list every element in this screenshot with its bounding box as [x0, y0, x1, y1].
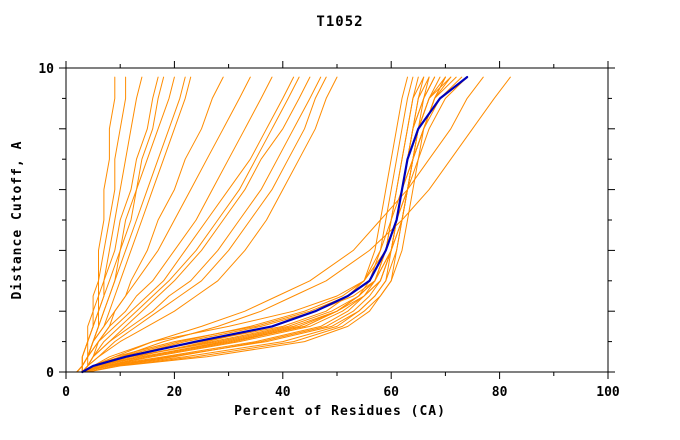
chart-title: T1052	[316, 14, 364, 30]
x-tick-label: 20	[167, 385, 183, 400]
model-curve	[81, 76, 224, 373]
y-tick-label: 10	[38, 62, 54, 77]
model-curve	[81, 76, 338, 373]
model-curve	[76, 76, 186, 373]
x-tick-label: 100	[596, 385, 620, 400]
x-tick-label: 80	[492, 385, 508, 400]
model-curve	[76, 76, 295, 373]
model-curve	[81, 76, 446, 373]
x-axis-label: Percent of Residues (CA)	[234, 404, 446, 419]
model-curve	[81, 76, 192, 373]
y-tick-label: 0	[46, 366, 54, 381]
model-curve	[81, 76, 251, 373]
model-curve	[81, 76, 463, 373]
model-curve	[87, 76, 452, 373]
model-curve	[81, 76, 484, 373]
x-tick-label: 0	[62, 385, 70, 400]
model-curve	[87, 76, 511, 373]
x-tick-label: 60	[383, 385, 399, 400]
model-curve	[76, 76, 159, 373]
consensus-curve	[81, 75, 469, 374]
model-curve	[81, 76, 327, 373]
model-curve	[81, 76, 165, 373]
model-curve	[81, 76, 419, 373]
model-curve	[81, 76, 311, 373]
model-curve	[81, 76, 300, 373]
model-curve	[76, 76, 116, 373]
y-axis-label: Distance Cutoff, A	[10, 140, 25, 300]
model-curve	[76, 76, 143, 373]
x-tick-label: 40	[275, 385, 291, 400]
